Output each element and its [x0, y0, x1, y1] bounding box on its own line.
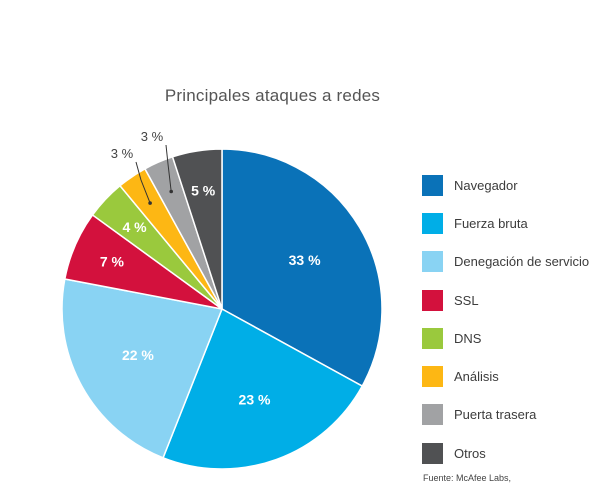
legend-label: Puerta trasera	[454, 407, 537, 423]
legend-label: Otros	[454, 445, 486, 461]
leader-dot-analisis	[148, 201, 152, 205]
slice-fuerza-bruta	[162, 307, 364, 470]
data-label-otros: 5 %	[191, 183, 216, 199]
legend-item-otros: Otros	[422, 434, 606, 472]
legend-swatch	[422, 174, 443, 196]
legend-item-analisis: Análisis	[422, 357, 606, 395]
slice-otros	[171, 148, 223, 310]
legend-swatch	[422, 404, 443, 426]
legend-label: Análisis	[454, 369, 499, 385]
data-label-fuerza-bruta: 23 %	[239, 391, 271, 407]
data-label-navegador: 33 %	[289, 252, 321, 268]
legend-label: Denegación de servicio	[454, 254, 590, 270]
legend-swatch	[422, 212, 443, 234]
chart-title: Principales ataques a redes	[164, 86, 381, 105]
legend-label: DNS	[454, 330, 482, 346]
legend-swatch	[422, 366, 443, 388]
leader-dot-puerta-trasera	[169, 189, 173, 194]
legend-item-fuerza-bruta: Fuerza bruta	[422, 204, 606, 242]
leader-line-puerta-trasera	[165, 144, 172, 192]
legend-item-puerta-trasera: Puerta trasera	[422, 396, 606, 434]
legend-item-ssl: SSL	[422, 281, 606, 319]
slice-denegacion-de-servicio	[61, 278, 224, 459]
legend-label: Navegador	[454, 177, 518, 193]
data-label-analisis: 3 %	[111, 146, 134, 161]
data-label-dns: 4 %	[122, 219, 147, 235]
legend-label: SSL	[454, 292, 479, 308]
legend-swatch	[422, 289, 443, 311]
legend-swatch	[422, 442, 443, 464]
slice-navegador	[221, 148, 383, 388]
legend-label: Fuerza bruta	[454, 215, 528, 231]
legend-item-denegacion-de-servicio: Denegación de servicio	[422, 243, 606, 281]
legend-item-navegador: Navegador	[422, 166, 606, 204]
leader-line-analisis	[135, 161, 151, 204]
data-label-puerta-trasera: 3 %	[141, 129, 164, 144]
legend-swatch	[422, 327, 443, 349]
data-label-ssl: 7 %	[100, 253, 125, 269]
source-note: Fuente: McAfee Labs,	[423, 473, 512, 483]
data-label-denegacion-de-servicio: 22 %	[122, 347, 154, 363]
legend-swatch	[422, 251, 443, 273]
legend: Navegador Fuerza bruta Denegación de servi…	[422, 166, 606, 472]
legend-item-dns: DNS	[422, 319, 606, 357]
